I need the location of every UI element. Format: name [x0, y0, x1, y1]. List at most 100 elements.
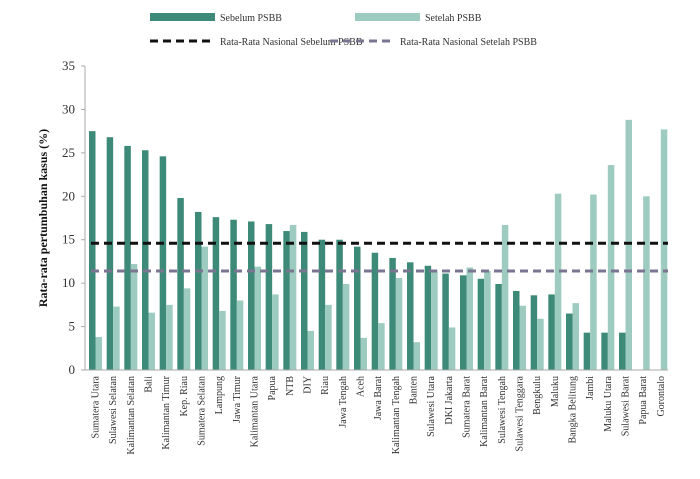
- x-tick-label: Sulawesi Selatan: [108, 376, 119, 444]
- x-tick-label: Papua: [267, 375, 278, 400]
- bar-sebelum: [212, 217, 220, 370]
- bar-setelah: [95, 336, 102, 370]
- bar-sebelum: [619, 332, 626, 370]
- x-tick-label: Kep. Riau: [179, 376, 190, 417]
- bar-sebelum: [548, 294, 555, 370]
- bar-setelah: [660, 129, 668, 370]
- bar-sebelum: [424, 265, 432, 370]
- bar-setelah: [395, 277, 403, 370]
- bar-setelah: [643, 196, 650, 370]
- bar-setelah: [307, 330, 314, 370]
- y-tick-label: 10: [62, 275, 75, 290]
- legend-swatch-sebelum: [150, 13, 215, 21]
- bar-sebelum: [495, 284, 502, 370]
- y-tick-label: 0: [69, 362, 76, 377]
- bar-setelah: [537, 318, 544, 370]
- bar-setelah: [431, 270, 438, 370]
- bars: [89, 119, 668, 370]
- legend-label-nasional-sebelum: Rata-Rata Nasional Sebelum PSBB: [220, 37, 363, 48]
- x-tick-label: Kalimantan Timur: [161, 375, 172, 449]
- bar-setelah: [378, 323, 385, 370]
- x-tick-label: Jawa Barat: [373, 376, 384, 420]
- bar-sebelum: [283, 231, 290, 370]
- x-tick-label: Riau: [320, 376, 331, 395]
- x-tick-label: Sulawesi Tenggara: [515, 375, 526, 451]
- legend-label-nasional-setelah: Rata-Rata Nasional Setelah PSBB: [400, 37, 537, 48]
- y-axis-title: Rata-rata pertumbuhan kasus (%): [36, 129, 50, 307]
- bar-sebelum: [354, 246, 361, 370]
- x-tick-label: DKI Jakarta: [444, 375, 455, 424]
- bar-setelah: [519, 305, 526, 370]
- bar-setelah: [554, 193, 562, 370]
- bar-setelah: [572, 303, 579, 370]
- y-axis: 0 5 10 15 20 25 30 35: [62, 58, 86, 377]
- reference-lines: [91, 241, 668, 273]
- bar-sebelum: [248, 221, 255, 370]
- x-tick-label: Bali: [144, 376, 155, 393]
- bar-setelah: [325, 304, 332, 370]
- legend-label-setelah: Setelah PSBB: [425, 13, 482, 24]
- bar-sebelum: [106, 137, 114, 370]
- y-tick-label: 15: [62, 232, 75, 247]
- x-tick-label: Sumatera Barat: [462, 376, 473, 438]
- x-tick-label: Sulawesi Barat: [621, 376, 632, 436]
- y-tick-label: 35: [62, 58, 75, 73]
- bar-setelah: [466, 267, 473, 370]
- bar-setelah: [166, 304, 173, 370]
- x-tick-label: Aceh: [356, 376, 367, 397]
- bar-sebelum: [301, 231, 308, 370]
- bar-sebelum: [583, 332, 591, 370]
- bar-setelah: [342, 284, 350, 370]
- bar-sebelum: [177, 198, 184, 370]
- bar-setelah: [236, 300, 244, 370]
- bar-sebelum: [566, 313, 573, 370]
- bar-setelah: [130, 264, 138, 370]
- bar-setelah: [254, 266, 261, 370]
- x-tick-label: Papua Barat: [638, 376, 649, 425]
- x-axis-labels: Sumatera Utara Sulawesi Selatan Kalimantan…: [91, 375, 667, 454]
- x-tick-label: Maluku: [550, 376, 561, 407]
- bar-setelah: [413, 342, 420, 370]
- x-tick-label: Sulawesi Utara: [426, 375, 437, 436]
- bar-sebelum: [460, 275, 467, 370]
- legend-label-sebelum: Sebelum PSBB: [220, 13, 282, 24]
- bar-sebelum: [124, 145, 131, 370]
- bar-setelah: [289, 224, 297, 370]
- bar-setelah: [484, 270, 491, 370]
- x-tick-label: Sumatera Utara: [91, 375, 102, 438]
- bar-sebelum: [318, 239, 326, 370]
- x-tick-label: Kalimantan Tengah: [391, 376, 402, 454]
- bar-sebelum: [336, 239, 343, 370]
- x-tick-label: Lampung: [214, 376, 225, 414]
- bar-sebelum: [142, 150, 149, 370]
- y-tick-label: 20: [62, 188, 75, 203]
- y-tick-label: 5: [69, 319, 76, 334]
- bar-sebelum: [389, 257, 396, 370]
- bar-setelah: [272, 294, 279, 370]
- x-tick-label: Bangka Belitung: [568, 376, 579, 444]
- bar-setelah: [360, 337, 367, 370]
- x-tick-label: Sumatera Selatan: [197, 376, 208, 446]
- bar-sebelum: [159, 156, 167, 370]
- x-tick-label: Kalimantan Selatan: [126, 376, 137, 455]
- y-tick-label: 30: [62, 101, 75, 116]
- x-tick-label: Gorontalo: [656, 376, 667, 417]
- x-tick-label: Jambi: [585, 376, 596, 400]
- x-tick-label: DIY: [303, 376, 314, 394]
- x-tick-label: NTB: [285, 376, 296, 396]
- bar-sebelum: [89, 131, 96, 370]
- legend-swatch-setelah: [355, 13, 420, 21]
- x-tick-label: Bengkulu: [532, 376, 543, 415]
- bar-sebelum: [371, 252, 379, 370]
- x-tick-label: Kalimantan Utara: [250, 375, 261, 447]
- bar-sebelum: [530, 295, 538, 370]
- bar-sebelum: [265, 224, 273, 370]
- bar-setelah: [113, 306, 120, 370]
- bar-setelah: [625, 119, 632, 370]
- bar-sebelum: [195, 211, 202, 370]
- bar-setelah: [219, 310, 226, 370]
- bar-setelah: [607, 165, 615, 370]
- x-tick-label: Kalimantan Barat: [479, 376, 490, 447]
